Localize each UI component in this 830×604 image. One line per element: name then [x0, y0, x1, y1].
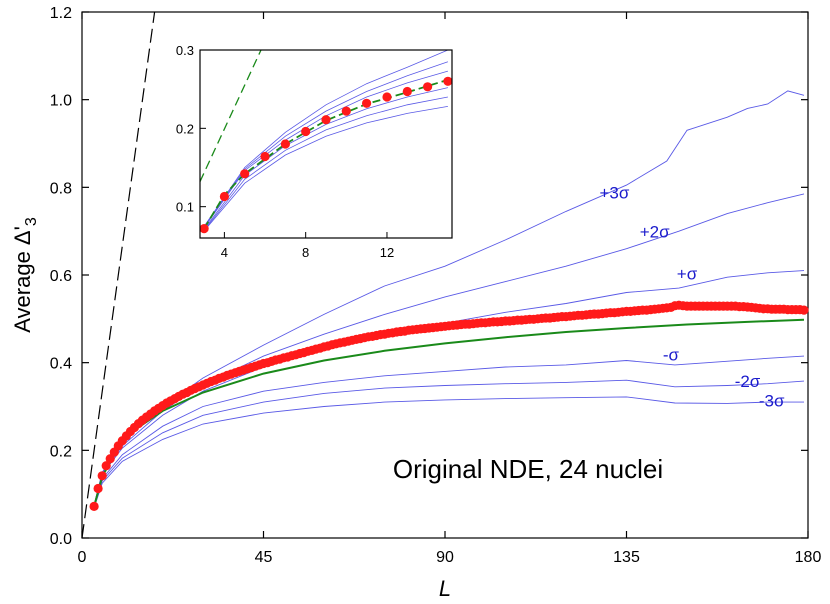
inset-sigma-band-line — [203, 96, 448, 231]
x-ticks: 0 45 90 135 180 — [78, 12, 822, 566]
inset-sigma-band-line — [203, 61, 449, 228]
band-label: -2σ — [735, 372, 761, 391]
inset-data-point — [382, 92, 392, 102]
y-axis-title-prime: ' — [10, 226, 35, 230]
band-label: +2σ — [640, 223, 670, 242]
annotation-text: Original NDE, 24 nuclei — [393, 454, 663, 484]
data-markers — [89, 300, 809, 511]
band-label: -σ — [663, 346, 680, 365]
y-tick-label: 1.2 — [50, 5, 72, 22]
poisson-dashed-line — [81, 11, 156, 539]
inset-data-point — [443, 76, 453, 86]
x-tick-label: 90 — [436, 549, 454, 566]
data-point — [105, 454, 115, 464]
x-tick-label: 0 — [78, 549, 87, 566]
band-label: +3σ — [599, 183, 629, 202]
data-point — [799, 305, 809, 315]
inset-data-point — [240, 169, 250, 179]
y-ticks: 0.0 0.2 0.4 0.6 0.8 1.0 1.2 — [50, 5, 808, 548]
y-axis-title-main: Average Δ — [10, 230, 35, 333]
inset-x-tick-label: 12 — [380, 245, 394, 260]
inset-data-point — [402, 86, 412, 97]
inset-sigma-band-line — [203, 106, 448, 232]
band-label: +σ — [677, 264, 698, 283]
main-plot: +3σ+2σ+σ-σ-2σ-3σ 0 45 90 135 180 0.00.20.40.… — [50, 5, 822, 566]
y-tick-label: 0.0 — [50, 531, 72, 548]
inset-x-tick-label: 8 — [302, 245, 309, 260]
y-tick-label: 0.6 — [50, 268, 72, 285]
inset-y-ticks: 0.1 0.2 0.3 — [176, 43, 206, 215]
inset-sigma-bands — [203, 49, 449, 232]
inset-data-point — [260, 151, 270, 162]
inset-frame — [199, 49, 453, 239]
y-tick-label: 0.8 — [50, 180, 72, 197]
inset-plot: 4 8 12 0.1 0.2 0.3 — [176, 43, 453, 260]
inset-data-point — [301, 126, 311, 137]
inset-sigma-band-line — [203, 49, 449, 227]
sigma-band-line — [93, 355, 805, 508]
sigma-band-line — [93, 193, 805, 506]
inset-green-curve — [203, 78, 449, 230]
y-axis-title-sub: 3 — [23, 217, 40, 226]
inset-data-point — [219, 191, 229, 202]
x-tick-label: 180 — [795, 549, 822, 566]
inset-y-tick-label: 0.1 — [176, 200, 194, 215]
y-tick-label: 0.4 — [50, 356, 72, 373]
inset-y-tick-label: 0.2 — [176, 121, 194, 136]
inset-data-point — [280, 139, 290, 149]
y-tick-label: 1.0 — [50, 93, 72, 110]
inset-data-point — [341, 106, 351, 116]
inset-data-point — [362, 98, 372, 108]
data-point — [97, 471, 107, 481]
band-label: -3σ — [759, 392, 785, 411]
inset-data-point — [423, 82, 433, 92]
data-point — [101, 461, 111, 471]
inset-x-tick-label: 4 — [221, 245, 228, 260]
sigma-band-line — [93, 379, 805, 508]
inset-reference-lines — [199, 49, 449, 230]
x-tick-label: 135 — [613, 549, 640, 566]
y-tick-label: 0.2 — [50, 443, 72, 460]
inset-data-markers — [199, 76, 453, 234]
inset-data-point — [321, 115, 331, 125]
y-axis-title: Average Δ'3 — [10, 217, 40, 333]
inset-x-ticks: 4 8 12 — [221, 232, 394, 260]
data-point — [93, 483, 103, 494]
inset-poisson-dashed-line — [199, 49, 262, 182]
inset-background — [200, 50, 452, 238]
inset-data-point — [199, 224, 209, 234]
x-tick-label: 45 — [255, 549, 273, 566]
data-point — [89, 501, 99, 511]
inset-y-tick-label: 0.3 — [176, 43, 194, 58]
band-labels: +3σ +2σ +σ -σ -2σ-3σ — [599, 183, 785, 410]
sigma-band-line — [93, 396, 804, 508]
x-axis-title: L — [439, 576, 451, 601]
